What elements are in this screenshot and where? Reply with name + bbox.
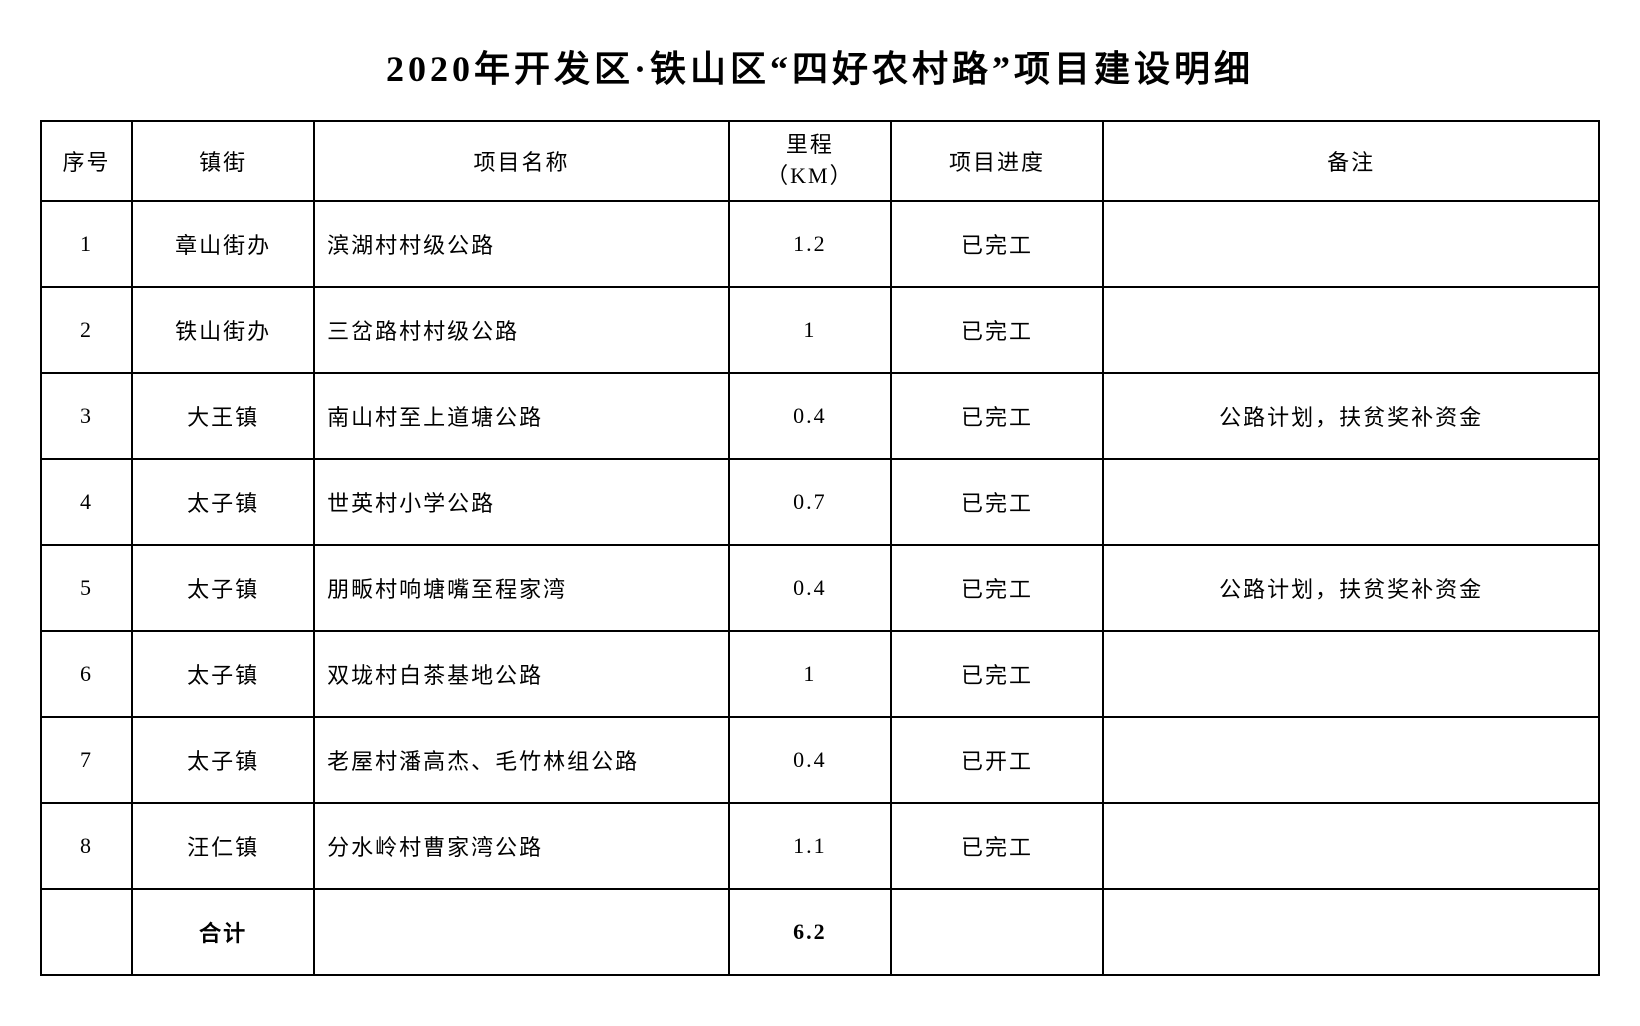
cell-project: 世英村小学公路	[314, 459, 729, 545]
cell-status: 已开工	[891, 717, 1103, 803]
table-row: 5太子镇朋畈村响塘嘴至程家湾0.4已完工公路计划，扶贫奖补资金	[41, 545, 1599, 631]
table-row: 6太子镇双垅村白茶基地公路1已完工	[41, 631, 1599, 717]
cell-total-project	[314, 889, 729, 975]
cell-total-remark	[1103, 889, 1599, 975]
cell-mileage: 1.2	[729, 201, 891, 287]
table-row: 2铁山街办三岔路村村级公路1已完工	[41, 287, 1599, 373]
table-row: 8汪仁镇分水岭村曹家湾公路1.1已完工	[41, 803, 1599, 889]
cell-status: 已完工	[891, 287, 1103, 373]
cell-status: 已完工	[891, 803, 1103, 889]
header-mileage: 里程 （KM）	[729, 121, 891, 201]
cell-town: 铁山街办	[132, 287, 314, 373]
cell-town: 章山街办	[132, 201, 314, 287]
cell-mileage: 0.4	[729, 545, 891, 631]
header-status: 项目进度	[891, 121, 1103, 201]
cell-status: 已完工	[891, 631, 1103, 717]
cell-mileage: 0.4	[729, 717, 891, 803]
page-title: 2020年开发区·铁山区“四好农村路”项目建设明细	[40, 40, 1600, 92]
cell-num: 4	[41, 459, 132, 545]
cell-total-label: 合计	[132, 889, 314, 975]
cell-project: 老屋村潘高杰、毛竹林组公路	[314, 717, 729, 803]
cell-remark	[1103, 287, 1599, 373]
cell-remark	[1103, 201, 1599, 287]
cell-total-status	[891, 889, 1103, 975]
cell-town: 大王镇	[132, 373, 314, 459]
cell-project: 三岔路村村级公路	[314, 287, 729, 373]
table-row: 1章山街办滨湖村村级公路1.2已完工	[41, 201, 1599, 287]
cell-num: 1	[41, 201, 132, 287]
cell-mileage: 1	[729, 287, 891, 373]
header-mileage-line2: （KM）	[766, 163, 853, 188]
cell-town: 汪仁镇	[132, 803, 314, 889]
cell-town: 太子镇	[132, 717, 314, 803]
cell-project: 滨湖村村级公路	[314, 201, 729, 287]
cell-num: 6	[41, 631, 132, 717]
cell-town: 太子镇	[132, 459, 314, 545]
cell-mileage: 0.4	[729, 373, 891, 459]
cell-num: 3	[41, 373, 132, 459]
cell-mileage: 1.1	[729, 803, 891, 889]
cell-remark	[1103, 717, 1599, 803]
cell-remark	[1103, 803, 1599, 889]
cell-num: 2	[41, 287, 132, 373]
cell-status: 已完工	[891, 545, 1103, 631]
cell-status: 已完工	[891, 201, 1103, 287]
header-project: 项目名称	[314, 121, 729, 201]
table-row: 7太子镇老屋村潘高杰、毛竹林组公路0.4已开工	[41, 717, 1599, 803]
cell-mileage: 1	[729, 631, 891, 717]
header-town: 镇街	[132, 121, 314, 201]
cell-num: 8	[41, 803, 132, 889]
table-total-row: 合计 6.2	[41, 889, 1599, 975]
cell-remark	[1103, 631, 1599, 717]
cell-remark: 公路计划，扶贫奖补资金	[1103, 373, 1599, 459]
cell-mileage: 0.7	[729, 459, 891, 545]
cell-project: 南山村至上道塘公路	[314, 373, 729, 459]
cell-project: 朋畈村响塘嘴至程家湾	[314, 545, 729, 631]
cell-total-mileage: 6.2	[729, 889, 891, 975]
cell-remark: 公路计划，扶贫奖补资金	[1103, 545, 1599, 631]
cell-status: 已完工	[891, 373, 1103, 459]
cell-project: 分水岭村曹家湾公路	[314, 803, 729, 889]
header-mileage-line1: 里程	[786, 132, 834, 157]
header-num: 序号	[41, 121, 132, 201]
cell-num: 7	[41, 717, 132, 803]
cell-town: 太子镇	[132, 545, 314, 631]
cell-total-num	[41, 889, 132, 975]
table-row: 3大王镇南山村至上道塘公路0.4已完工公路计划，扶贫奖补资金	[41, 373, 1599, 459]
project-table: 序号 镇街 项目名称 里程 （KM） 项目进度 备注 1章山街办滨湖村村级公路1…	[40, 120, 1600, 976]
header-remark: 备注	[1103, 121, 1599, 201]
cell-project: 双垅村白茶基地公路	[314, 631, 729, 717]
table-row: 4太子镇世英村小学公路0.7已完工	[41, 459, 1599, 545]
cell-remark	[1103, 459, 1599, 545]
cell-town: 太子镇	[132, 631, 314, 717]
cell-num: 5	[41, 545, 132, 631]
table-header-row: 序号 镇街 项目名称 里程 （KM） 项目进度 备注	[41, 121, 1599, 201]
cell-status: 已完工	[891, 459, 1103, 545]
